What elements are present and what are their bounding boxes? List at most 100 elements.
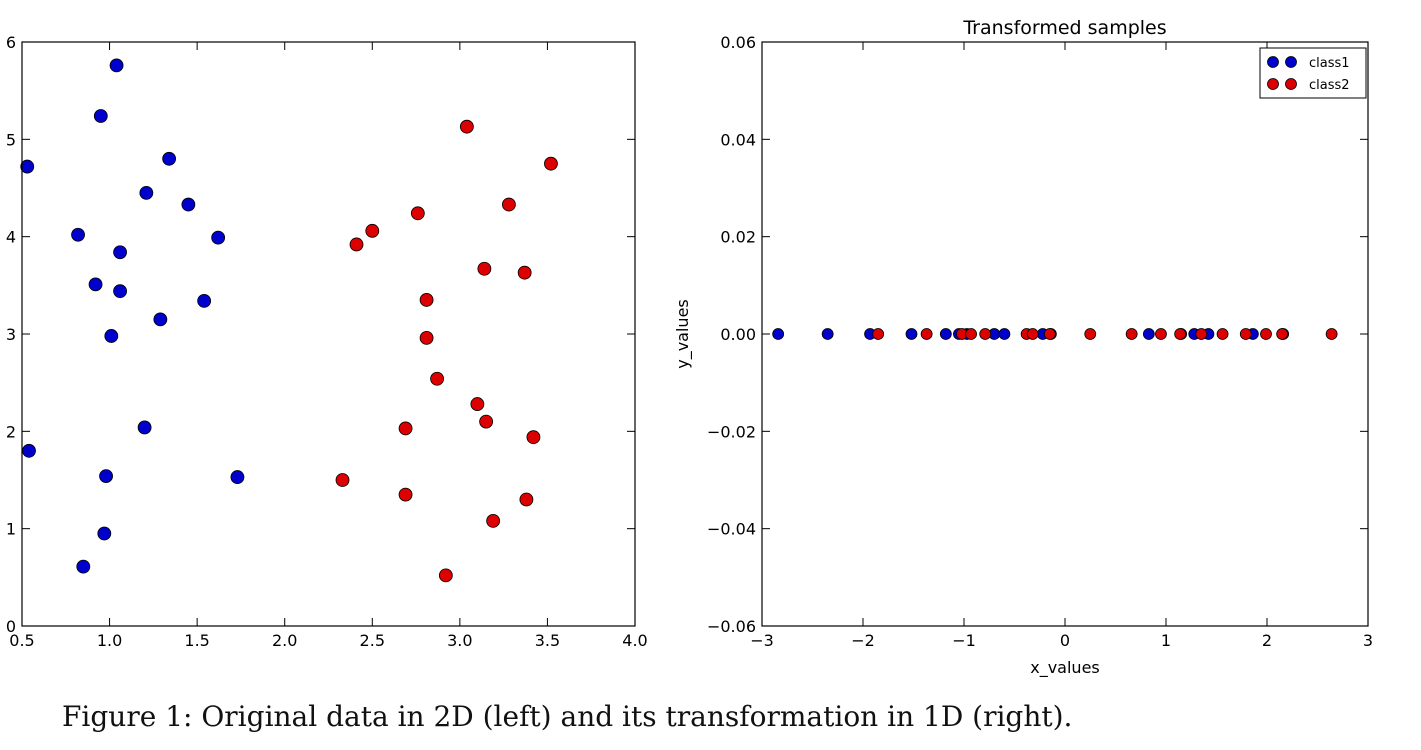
right-point-class2 — [1043, 328, 1056, 340]
right-point-class2 — [1084, 328, 1097, 340]
right-point-class1 — [772, 328, 785, 340]
left-point-class2 — [398, 487, 413, 502]
legend: class1 class2 — [1259, 47, 1367, 99]
right-point-class1 — [821, 328, 834, 340]
right-x-tick-label: −1 — [952, 631, 976, 650]
right-x-tick-label: −2 — [851, 631, 875, 650]
right-point-class2 — [1216, 328, 1229, 340]
left-x-tick-label: 2.0 — [272, 631, 297, 650]
right-point-class2 — [1125, 328, 1138, 340]
left-point-class1 — [99, 469, 113, 484]
right-point-class2 — [979, 328, 992, 340]
left-point-class1 — [104, 329, 119, 343]
right-plot-title: Transformed samples — [962, 17, 1166, 39]
left-point-class2 — [477, 261, 492, 276]
left-point-class1 — [22, 443, 36, 458]
left-y-tick-label: 3 — [6, 325, 16, 344]
right-point-class1 — [1142, 328, 1155, 340]
left-plot-ticks: 0.5 1.0 1.5 2.0 2.5 3.0 3.5 4.0 0 1 2 3 4 5 6 — [6, 33, 648, 650]
right-point-class2 — [1155, 328, 1167, 340]
left-point-class2 — [486, 513, 501, 528]
left-y-tick-label: 5 — [6, 130, 16, 149]
left-point-class1 — [76, 559, 91, 574]
left-x-tick-label: 2.5 — [360, 631, 385, 650]
right-x-tick-label: −3 — [750, 631, 774, 650]
right-x-tick-label: 0 — [1060, 631, 1070, 650]
figure-caption: Figure 1: Original data in 2D (left) and… — [62, 700, 1073, 733]
left-point-class1 — [97, 526, 112, 541]
left-point-class2 — [519, 492, 534, 507]
right-point-class2 — [1026, 328, 1039, 340]
left-x-tick-label: 3.5 — [535, 631, 560, 650]
left-y-tick-label: 1 — [6, 520, 16, 539]
left-point-class1 — [113, 245, 127, 260]
left-point-class1 — [71, 227, 85, 242]
left-y-tick-label: 4 — [6, 228, 16, 247]
right-y-tick-label: −0.04 — [707, 520, 756, 539]
left-point-class2 — [470, 397, 485, 411]
right-x-axis-label: x_values — [1030, 658, 1100, 678]
right-y-axis-label: y_values — [673, 299, 693, 369]
left-point-class2 — [501, 197, 516, 212]
right-point-class2 — [965, 328, 977, 340]
left-point-class2 — [438, 568, 453, 583]
left-point-class2 — [365, 223, 380, 238]
left-point-class1 — [88, 277, 103, 292]
left-x-tick-label: 3.0 — [447, 631, 472, 650]
left-point-class2 — [335, 473, 350, 487]
legend-label-class2: class2 — [1309, 78, 1350, 93]
left-point-class1 — [93, 109, 108, 123]
right-x-tick-label: 1 — [1161, 631, 1171, 650]
left-point-class2 — [419, 293, 434, 307]
left-point-class2 — [544, 156, 558, 171]
right-point-class2 — [1260, 328, 1272, 340]
left-point-class2 — [526, 430, 541, 445]
right-point-class1 — [939, 328, 952, 340]
left-point-class2 — [410, 206, 425, 221]
right-x-tick-label: 3 — [1363, 631, 1373, 650]
right-y-tick-label: −0.06 — [707, 617, 756, 636]
left-point-class2 — [398, 421, 413, 436]
left-point-class1 — [113, 284, 127, 299]
legend-marker-class2-b — [1285, 78, 1297, 90]
right-plot-ticks: −3 −2 −1 0 1 2 3 0.06 0.04 0.02 0.00 −0.02 −0.04 −0.0… — [707, 33, 1373, 650]
right-point-class1 — [998, 328, 1011, 340]
left-x-tick-label: 1.0 — [97, 631, 122, 650]
right-y-tick-label: 0.06 — [720, 33, 756, 52]
legend-label-class1: class1 — [1309, 56, 1350, 71]
legend-marker-class2-a — [1267, 78, 1279, 90]
left-x-tick-label: 4.0 — [622, 631, 647, 650]
left-point-class2 — [459, 119, 474, 134]
right-point-class2 — [1239, 328, 1252, 340]
left-point-class1 — [181, 197, 196, 212]
right-point-class2 — [1174, 328, 1187, 340]
left-plot-points — [20, 58, 558, 583]
right-point-class2 — [872, 328, 885, 340]
right-point-class2 — [1276, 328, 1289, 340]
right-plot-points — [772, 328, 1338, 340]
left-point-class2 — [479, 414, 494, 429]
right-y-tick-label: 0.04 — [720, 130, 756, 149]
right-y-tick-label: 0.00 — [720, 325, 756, 344]
legend-marker-class1-b — [1285, 56, 1297, 68]
left-scatter-plot: 0.5 1.0 1.5 2.0 2.5 3.0 3.5 4.0 0 1 2 3 4 5 6 — [6, 33, 648, 650]
left-y-tick-label: 6 — [6, 33, 16, 52]
left-point-class2 — [517, 265, 532, 280]
right-x-tick-label: 2 — [1262, 631, 1272, 650]
left-point-class1 — [109, 58, 124, 73]
right-point-class2 — [1325, 328, 1338, 340]
left-x-tick-label: 0.5 — [9, 631, 34, 650]
figure: 0.5 1.0 1.5 2.0 2.5 3.0 3.5 4.0 0 1 2 3 4 5 6 Transfor… — [6, 17, 1373, 678]
right-point-class2 — [1195, 328, 1208, 340]
left-y-tick-label: 0 — [6, 617, 16, 636]
legend-marker-class1-a — [1267, 56, 1279, 68]
left-point-class2 — [430, 371, 444, 386]
left-point-class2 — [419, 330, 434, 345]
left-point-class1 — [20, 159, 35, 174]
left-x-tick-label: 1.5 — [184, 631, 209, 650]
left-point-class1 — [197, 294, 212, 308]
right-y-tick-label: 0.02 — [720, 228, 756, 247]
legend-box — [1259, 47, 1367, 99]
right-y-tick-label: −0.02 — [707, 422, 756, 441]
left-point-class1 — [162, 151, 177, 166]
